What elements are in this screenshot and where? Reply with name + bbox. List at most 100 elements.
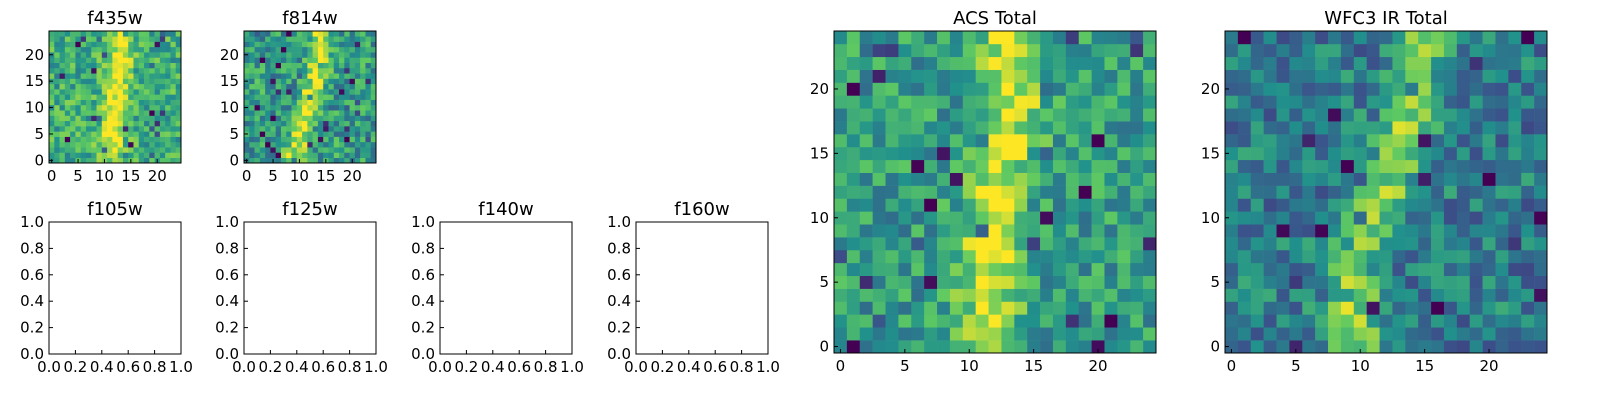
heatmap-cell	[1237, 211, 1252, 225]
heatmap-cell	[165, 83, 171, 90]
heatmap-cell	[302, 104, 308, 111]
heatmap-cell	[101, 141, 108, 148]
heatmap-cell	[175, 131, 182, 137]
heatmap-cell	[80, 157, 87, 164]
heatmap-cell	[1418, 146, 1432, 161]
heatmap-cell	[962, 121, 976, 135]
heatmap-cell	[975, 301, 989, 315]
heatmap-cell	[846, 172, 861, 186]
heatmap-cell	[1366, 31, 1380, 45]
heatmap-cell	[365, 126, 372, 132]
heatmap-cell	[1431, 172, 1445, 186]
heatmap-cell	[49, 57, 55, 63]
heatmap-cell	[1014, 237, 1028, 251]
heatmap-cell	[962, 134, 976, 148]
heatmap-cell	[924, 237, 938, 251]
heatmap-cell	[1340, 31, 1355, 45]
heatmap-cell	[1263, 146, 1277, 161]
heatmap-cell	[962, 56, 976, 70]
heatmap-cell	[91, 89, 97, 95]
heatmap-cell	[1276, 146, 1290, 161]
heatmap-cell	[128, 83, 134, 90]
heatmap-cell	[339, 57, 345, 63]
heatmap-cell	[1225, 314, 1239, 328]
heatmap-cell	[975, 108, 989, 122]
heatmap-cell	[175, 41, 182, 48]
x-tick-label: 10	[95, 167, 114, 185]
heatmap-cell	[872, 340, 886, 354]
heatmap-cell	[1469, 146, 1483, 161]
heatmap-cell	[360, 36, 366, 42]
heatmap-cell	[49, 120, 55, 127]
heatmap-cell	[244, 141, 250, 148]
heatmap-cell	[259, 46, 266, 53]
heatmap-cell	[1104, 172, 1118, 186]
heatmap-cell	[1315, 31, 1329, 45]
heatmap-cell	[1431, 340, 1445, 354]
heatmap-cell	[323, 78, 329, 85]
heatmap-cell	[1392, 95, 1406, 109]
heatmap-cell	[59, 31, 66, 37]
axes-frame	[243, 30, 377, 164]
heatmap-cell	[1508, 121, 1522, 135]
heatmap-cell	[312, 147, 319, 153]
heatmap-cell	[1353, 224, 1367, 238]
heatmap-cell	[349, 94, 356, 100]
heatmap-cell	[1237, 275, 1252, 289]
heatmap-cell	[244, 147, 250, 153]
heatmap-cell	[291, 152, 298, 159]
heatmap-cell	[1392, 275, 1406, 289]
heatmap-cell	[259, 120, 266, 127]
heatmap-cell	[85, 126, 92, 132]
heatmap-cell	[291, 46, 298, 53]
heatmap-cell	[1392, 172, 1406, 186]
heatmap-cell	[244, 136, 250, 143]
heatmap-cell	[1117, 327, 1131, 341]
heatmap-cell	[885, 185, 899, 199]
heatmap-cell	[1001, 146, 1015, 161]
heatmap-cell	[1521, 288, 1535, 302]
heatmap-cell	[323, 52, 329, 58]
heatmap-cell	[170, 52, 177, 58]
heatmap-cell	[175, 141, 182, 148]
heatmap-cell	[49, 31, 55, 37]
heatmap-cell	[96, 36, 103, 42]
heatmap-cell	[859, 340, 873, 354]
heatmap-cell	[117, 57, 124, 63]
heatmap-cell	[1052, 198, 1067, 212]
heatmap-cell	[859, 185, 873, 199]
heatmap-cell	[1353, 134, 1367, 148]
heatmap-cell	[1250, 134, 1264, 148]
heatmap-cell	[249, 94, 255, 100]
heatmap-cell	[64, 115, 71, 122]
heatmap-cell	[1495, 262, 1509, 277]
heatmap-cell	[138, 36, 145, 42]
heatmap-cell	[270, 147, 276, 153]
heatmap-cell	[1289, 159, 1303, 173]
heatmap-cell	[1469, 108, 1483, 122]
heatmap-cell	[1392, 146, 1406, 161]
x-tick-label: 0.4	[285, 358, 309, 376]
heatmap-cell	[1078, 43, 1092, 58]
heatmap-cell	[175, 31, 182, 37]
heatmap-cell	[1143, 56, 1157, 70]
heatmap-cell	[286, 104, 292, 111]
heatmap-cell	[80, 147, 87, 153]
heatmap-cell	[1104, 121, 1118, 135]
panel-f105w: f105w0.00.00.20.20.40.40.60.60.80.81.01.…	[20, 199, 193, 376]
heatmap-cell	[1065, 159, 1080, 173]
heatmap-cell	[280, 52, 287, 58]
x-tick-label: 5	[1291, 357, 1301, 375]
heatmap-cell	[1534, 275, 1548, 289]
heatmap-cell	[117, 120, 124, 127]
heatmap-cell	[349, 104, 356, 111]
y-tick-label: 0.6	[215, 266, 239, 284]
heatmap-cell	[1456, 56, 1471, 70]
heatmap-cell	[859, 211, 873, 225]
heatmap-cell	[107, 157, 113, 164]
heatmap-cell	[1001, 224, 1015, 238]
heatmap-cell	[70, 110, 76, 116]
heatmap-cell	[144, 89, 150, 95]
heatmap-cell	[138, 94, 145, 100]
heatmap-cell	[122, 94, 129, 100]
